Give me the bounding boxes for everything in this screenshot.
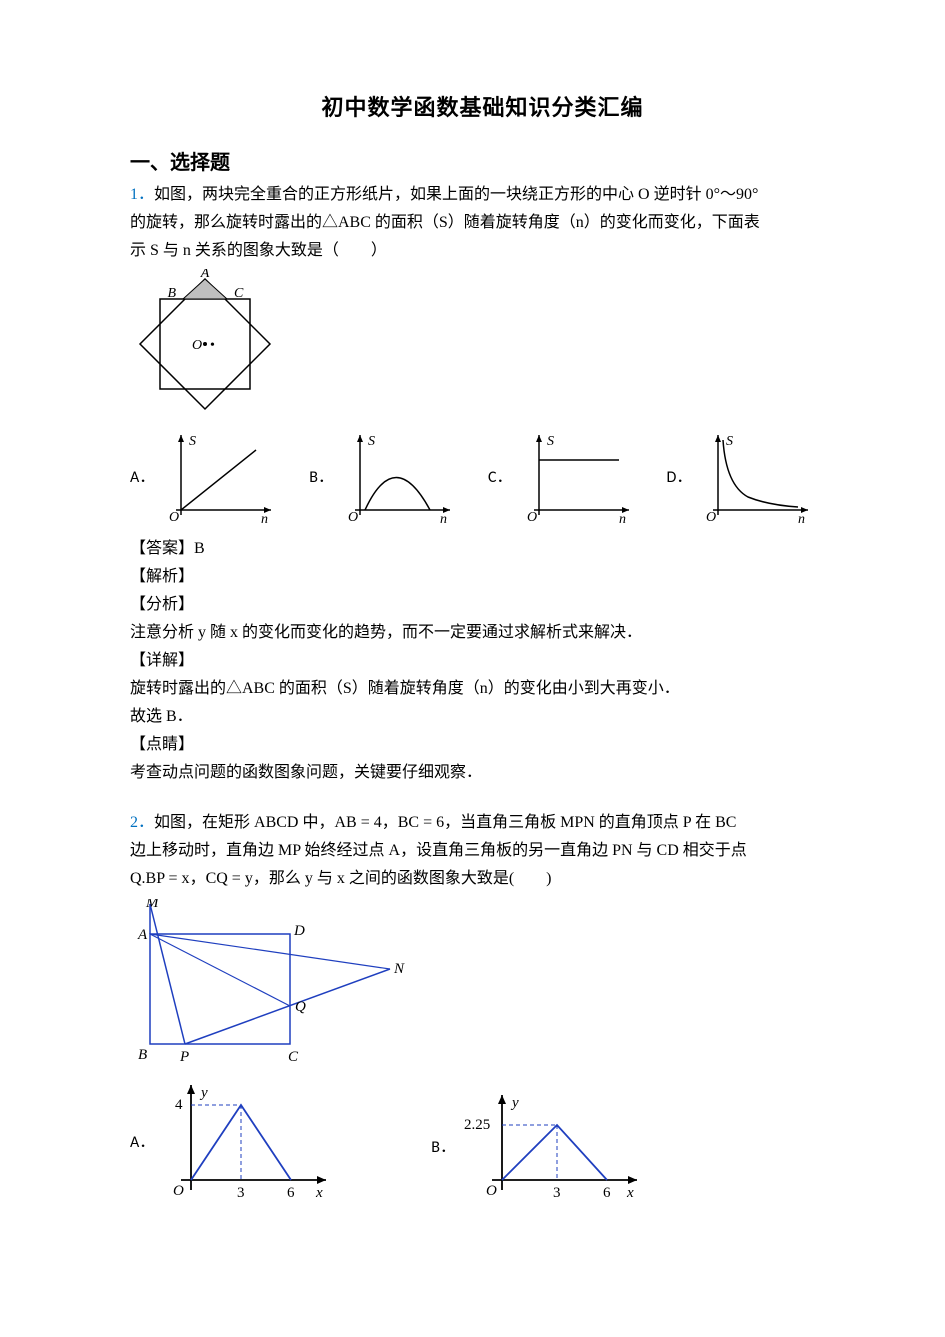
ymax-225: 2.25 — [464, 1117, 490, 1133]
q1-line3: 示 S 与 n 关系的图象大致是（ ） — [130, 242, 387, 259]
q1-options-row: A． S n O B． S n O — [130, 425, 835, 525]
q1-graph-B: S n O — [340, 425, 460, 525]
q1-ans-line8: 【点睛】 — [130, 731, 835, 759]
q1-line1: 如图，两块完全重合的正方形纸片，如果上面的一块绕正方形的中心 O 逆时针 0°～… — [154, 186, 758, 203]
q1-optA-letter: A． — [130, 463, 155, 487]
q1-graph-D: S n O — [698, 425, 818, 525]
q2-optA-letter: A． — [130, 1128, 155, 1152]
label-D: D — [293, 923, 305, 939]
axis-n: n — [440, 512, 447, 525]
axis-y: y — [199, 1085, 208, 1101]
x-3: 3 — [237, 1185, 245, 1201]
q1-option-A: A． S n O — [130, 425, 281, 525]
label-B: B — [138, 1047, 147, 1063]
axis-S: S — [189, 434, 196, 449]
q1-number: 1． — [130, 186, 154, 203]
q1-ans-line3: 【分析】 — [130, 591, 835, 619]
q1-optC-letter: C． — [488, 463, 513, 487]
q2-l3c: CQ = y — [206, 870, 253, 887]
q2-l1c: ， — [382, 814, 398, 831]
q2-text: 2．如图，在矩形 ABCD 中，AB = 4，BC = 6，当直角三角板 MPN… — [130, 809, 835, 893]
q1-optB-letter: B． — [309, 463, 334, 487]
axis-S: S — [368, 434, 375, 449]
label-M: M — [145, 899, 160, 911]
doc-title: 初中数学函数基础知识分类汇编 — [130, 90, 835, 122]
x-3: 3 — [553, 1185, 561, 1201]
q1-ans-line9: 考查动点问题的函数图象问题，关键要仔细观察． — [130, 759, 835, 787]
q1-optD-letter: D． — [667, 463, 693, 487]
origin-O: O — [527, 510, 537, 525]
q1-line2: 的旋转，那么旋转时露出的△ABC 的面积（S）随着旋转角度（n）的变化而变化，下… — [130, 214, 760, 231]
label-P: P — [179, 1049, 189, 1065]
axis-x: x — [315, 1185, 323, 1201]
q1-option-B: B． S n O — [309, 425, 460, 525]
x-6: 6 — [603, 1185, 611, 1201]
label-O-dot: • — [210, 338, 215, 353]
axis-n: n — [261, 512, 268, 525]
q1-option-C: C． S n O — [488, 425, 639, 525]
q2-l3a: Q.BP = x — [130, 870, 190, 887]
q1-square-diagram: A B C O • — [130, 269, 835, 419]
label-O: O — [192, 338, 202, 353]
label-C: C — [288, 1049, 299, 1065]
axis-x: x — [626, 1185, 634, 1201]
q1-text: 1．如图，两块完全重合的正方形纸片，如果上面的一块绕正方形的中心 O 逆时针 0… — [130, 181, 835, 265]
q1-ans-line2: 【解析】 — [130, 563, 835, 591]
q2-l2: 边上移动时，直角边 MP 始终经过点 A，设直角三角板的另一直角边 PN 与 C… — [130, 842, 747, 859]
q2-optB-letter: B． — [431, 1133, 456, 1157]
x-6: 6 — [287, 1185, 295, 1201]
origin-O: O — [348, 510, 358, 525]
q1-ans-line7: 故选 B． — [130, 703, 835, 731]
q2-number: 2． — [130, 814, 154, 831]
label-A: A — [137, 927, 148, 943]
origin-O: O — [173, 1183, 184, 1199]
q1-ans-line4: 注意分析 y 随 x 的变化而变化的趋势，而不一定要通过求解析式来解决． — [130, 619, 835, 647]
q2-options-row: A． y x 4 3 6 O B． — [130, 1075, 835, 1205]
axis-n: n — [619, 512, 626, 525]
label-A: A — [200, 269, 210, 281]
q1-ans-line1: 【答案】B — [130, 535, 835, 563]
square-rotation-figure: A B C O • — [130, 269, 280, 419]
q1-ans-line5: 【详解】 — [130, 647, 835, 675]
q2-l1e: ，当直角三角板 MPN 的直角顶点 P 在 BC — [444, 814, 736, 831]
axis-S: S — [547, 434, 554, 449]
origin-O: O — [169, 510, 179, 525]
origin-O: O — [486, 1183, 497, 1199]
q1-answer-block: 【答案】B 【解析】 【分析】 注意分析 y 随 x 的变化而变化的趋势，而不一… — [130, 535, 835, 787]
origin-O: O — [706, 510, 716, 525]
q1-option-D: D． S n O — [667, 425, 819, 525]
page: 初中数学函数基础知识分类汇编 一、选择题 1．如图，两块完全重合的正方形纸片，如… — [0, 0, 945, 1337]
q2-option-B: B． y x 2.25 3 6 O — [431, 1085, 652, 1205]
axis-y: y — [510, 1095, 519, 1111]
q2-l1d: BC = 6 — [398, 814, 444, 831]
q1-graph-C: S n O — [519, 425, 639, 525]
q2-l1a: 如图，在矩形 ABCD 中， — [154, 814, 334, 831]
q2-rectangle-triangle: M A D N Q B P C — [130, 899, 410, 1069]
q2-l3d: ，那么 y 与 x 之间的函数图象大致是( ) — [253, 870, 552, 887]
label-N: N — [393, 961, 405, 977]
q1-graph-A: S n O — [161, 425, 281, 525]
axis-n: n — [798, 512, 805, 525]
label-Q: Q — [295, 999, 306, 1015]
q2-l1b: AB = 4 — [334, 814, 381, 831]
q2-l3b: ， — [190, 870, 206, 887]
q2-graph-B: y x 2.25 3 6 O — [462, 1085, 652, 1205]
q2-geometry-figure: M A D N Q B P C — [130, 899, 835, 1069]
axis-S: S — [726, 434, 733, 449]
q2-graph-A: y x 4 3 6 O — [161, 1075, 341, 1205]
q2-option-A: A． y x 4 3 6 O — [130, 1075, 341, 1205]
ymax-4: 4 — [175, 1097, 183, 1113]
q1-ans-line6: 旋转时露出的△ABC 的面积（S）随着旋转角度（n）的变化由小到大再变小． — [130, 675, 835, 703]
section-heading: 一、选择题 — [130, 146, 835, 175]
label-B: B — [167, 286, 176, 301]
label-C: C — [234, 286, 244, 301]
